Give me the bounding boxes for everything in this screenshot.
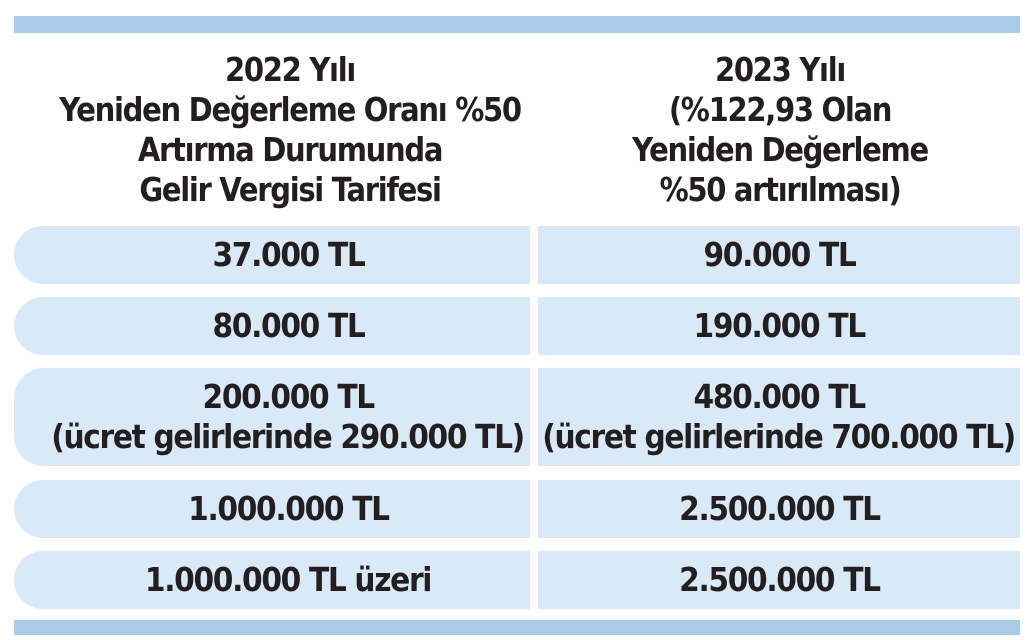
cell-text: 37.000 TL (212, 235, 365, 274)
cell-text: 190.000 TL (693, 306, 866, 345)
cell-text: 90.000 TL (703, 235, 856, 274)
header-2023-line: %50 artırılması) (659, 170, 902, 209)
header-2022-line: Artırma Durumunda (137, 130, 444, 169)
header-2022: 2022 Yılı Yeniden Değerleme Oranı %50 Ar… (59, 44, 522, 216)
cell-note: (ücret gelirlerinde 700.000 TL) (542, 417, 1017, 456)
cell-text: 2.500.000 TL (678, 560, 881, 599)
table-cell-2022: 1.000.000 TL üzeri (46, 551, 530, 609)
header-2022-line: 2022 Yılı (225, 50, 356, 89)
cell-note: (ücret gelirlerinde 290.000 TL) (51, 417, 526, 456)
top-band (14, 16, 1020, 33)
header-2023-line: (%122,93 Olan (668, 90, 893, 129)
table-cell-2022: 200.000 TL (ücret gelirlerinde 290.000 T… (46, 368, 530, 466)
table-cell-2022: 37.000 TL (46, 226, 530, 284)
header-2023-line: Yeniden Değerleme (632, 130, 929, 169)
cell-text: 1.000.000 TL (187, 489, 390, 528)
header-2023-line: 2023 Yılı (715, 50, 846, 89)
cell-text: 480.000 TL (693, 377, 866, 416)
cell-text: 80.000 TL (212, 306, 365, 345)
table-cell-2023: 90.000 TL (538, 226, 1020, 284)
table-cell-2022: 1.000.000 TL (46, 480, 530, 538)
cell-text: 1.000.000 TL üzeri (144, 560, 433, 599)
table-cell-2023: 480.000 TL (ücret gelirlerinde 700.000 T… (538, 368, 1020, 466)
header-2022-line: Yeniden Değerleme Oranı %50 (59, 90, 522, 129)
table-cell-2023: 190.000 TL (538, 297, 1020, 355)
header-2023: 2023 Yılı (%122,93 Olan Yeniden Değerlem… (551, 44, 1009, 216)
table-cell-2022: 80.000 TL (46, 297, 530, 355)
cell-text: 200.000 TL (202, 377, 375, 416)
cell-text: 2.500.000 TL (678, 489, 881, 528)
table-cell-2023: 2.500.000 TL (538, 551, 1020, 609)
table-cell-2023: 2.500.000 TL (538, 480, 1020, 538)
header-2022-line: Gelir Vergisi Tarifesi (139, 170, 442, 209)
bottom-band (14, 620, 1020, 635)
